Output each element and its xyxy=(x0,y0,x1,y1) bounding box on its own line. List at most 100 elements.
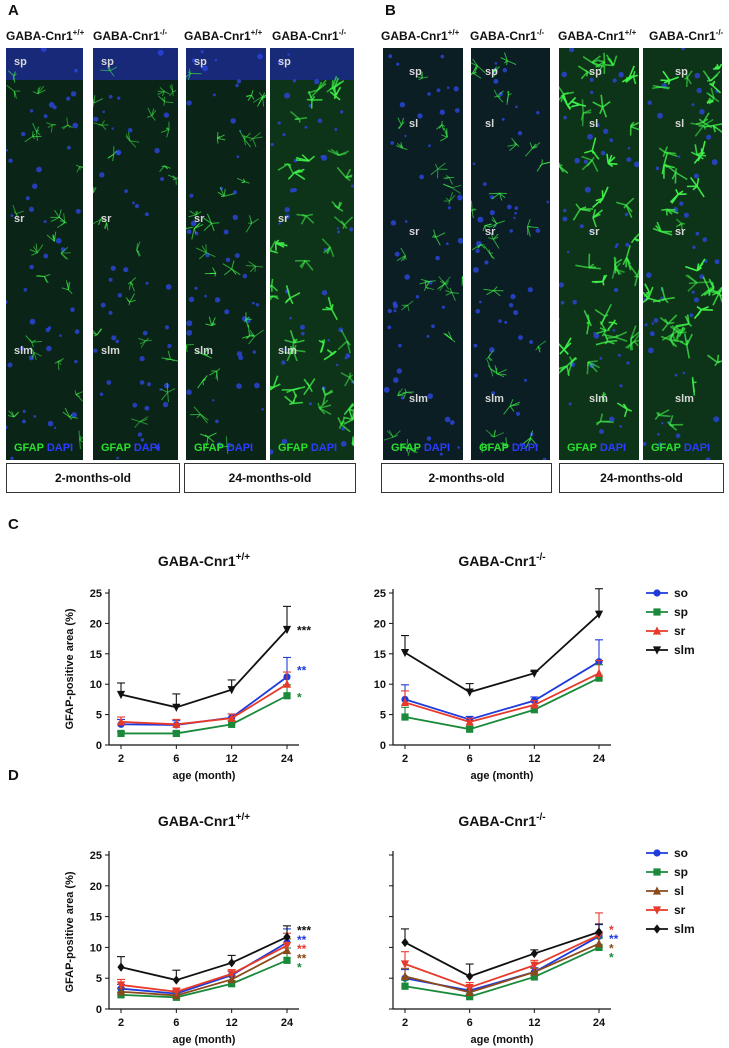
data-point xyxy=(530,948,538,959)
x-tick-label: 2 xyxy=(402,753,408,765)
x-axis-label: age (month) xyxy=(173,1034,236,1046)
series-line xyxy=(404,942,600,994)
series-line xyxy=(120,949,288,997)
layer-label-slm: slm xyxy=(485,393,504,405)
y-tick-label: 10 xyxy=(374,679,386,691)
significance-mark: *** xyxy=(297,623,311,637)
y-tick-label: 20 xyxy=(374,618,386,630)
stain-label: GFAP DAPI xyxy=(194,442,254,454)
x-axis-label: age (month) xyxy=(471,1034,534,1046)
data-point xyxy=(594,610,604,619)
data-point xyxy=(283,692,291,700)
layer-label-sr: sr xyxy=(101,213,112,225)
stain-label: GFAP DAPI xyxy=(651,442,711,454)
data-point xyxy=(116,981,126,990)
x-tick-label: 24 xyxy=(593,753,606,765)
significance-mark: * xyxy=(609,951,614,965)
significance-mark: ** xyxy=(297,933,307,947)
data-point xyxy=(652,646,662,655)
data-point xyxy=(652,906,662,915)
data-point xyxy=(465,688,474,697)
y-tick-label: 15 xyxy=(374,649,386,661)
fluorescence-texture xyxy=(6,48,83,460)
series-so xyxy=(117,656,291,729)
chart-title: GABA-Cnr1-/- xyxy=(458,552,545,569)
layer-label-sl: sl xyxy=(589,118,599,130)
fluorescence-texture xyxy=(471,48,550,460)
legend-item-sr: sr xyxy=(646,624,686,638)
data-point xyxy=(283,932,291,942)
layer-label-slm: slm xyxy=(589,393,608,405)
age-label-box: 2-months-old xyxy=(381,463,552,493)
series-line xyxy=(120,628,288,709)
chart-title: GABA-Cnr1-/- xyxy=(458,812,545,829)
fluorescence-texture xyxy=(270,48,354,460)
data-point xyxy=(172,988,181,997)
x-tick-label: 24 xyxy=(281,1017,294,1029)
data-point xyxy=(228,958,236,968)
column-title: GABA-Cnr1-/- xyxy=(272,28,347,43)
column-title: GABA-Cnr1+/+ xyxy=(381,28,460,43)
significance-mark: ** xyxy=(297,951,307,965)
micrograph-panel: sp sr slm GFAP DAPI xyxy=(186,48,266,460)
data-point xyxy=(400,960,410,969)
panel-label-b: B xyxy=(385,2,396,19)
significance-mark: *** xyxy=(297,924,311,938)
data-point xyxy=(653,608,661,616)
y-tick-label: 10 xyxy=(90,679,102,691)
data-point xyxy=(228,980,236,988)
stain-label: GFAP DAPI xyxy=(567,442,627,454)
data-point xyxy=(282,679,292,688)
layer-label-sp: sp xyxy=(409,66,422,78)
data-point xyxy=(401,937,409,948)
data-point xyxy=(172,719,181,728)
series-line xyxy=(404,613,600,694)
y-tick-label: 25 xyxy=(90,850,102,862)
legend-item-sp: sp xyxy=(646,865,688,879)
data-point xyxy=(466,971,474,981)
data-point xyxy=(116,717,126,726)
x-tick-label: 24 xyxy=(281,753,294,765)
data-point xyxy=(653,849,661,857)
data-point xyxy=(401,713,409,721)
y-tick-label: 20 xyxy=(90,881,102,893)
x-axis-label: age (month) xyxy=(173,770,236,782)
micrograph-panel: sp sr slm GFAP DAPI xyxy=(6,48,83,460)
legend-label: sr xyxy=(674,624,686,638)
series-line xyxy=(120,936,288,981)
data-point xyxy=(653,589,661,597)
micrograph-panel: sp sl sr slm GFAP DAPI xyxy=(559,48,639,460)
significance-mark: * xyxy=(297,690,302,704)
y-tick-label: 5 xyxy=(96,973,102,985)
x-axis-label: age (month) xyxy=(471,770,534,782)
series-line xyxy=(404,660,600,721)
column-title: GABA-Cnr1-/- xyxy=(93,28,168,43)
column-title: GABA-Cnr1+/+ xyxy=(558,28,637,43)
layer-label-sp: sp xyxy=(278,56,291,68)
data-point xyxy=(227,970,236,979)
stain-label: GFAP DAPI xyxy=(391,442,451,454)
data-point xyxy=(595,943,603,951)
data-point xyxy=(465,983,474,993)
x-tick-label: 6 xyxy=(173,1017,179,1029)
data-point xyxy=(652,886,662,895)
micrograph-panel: sp sl sr slm GFAP DAPI xyxy=(471,48,550,460)
fluorescence-texture xyxy=(186,48,266,460)
stain-label: GFAP DAPI xyxy=(101,442,161,454)
layer-label-sl: sl xyxy=(675,118,685,130)
fluorescence-texture xyxy=(559,48,639,460)
age-label-box: 2-months-old xyxy=(6,463,180,493)
x-tick-label: 6 xyxy=(467,1017,473,1029)
series-line xyxy=(120,959,288,999)
data-point xyxy=(595,927,603,937)
data-point xyxy=(227,713,236,722)
legend-label: sp xyxy=(674,605,688,619)
data-point xyxy=(466,725,474,733)
layer-label-sr: sr xyxy=(589,226,600,238)
layer-label-sl: sl xyxy=(485,118,495,130)
fluorescence-texture xyxy=(383,48,463,460)
panel-label-d: D xyxy=(8,767,19,784)
legend-item-sr: sr xyxy=(646,903,686,917)
data-point xyxy=(116,987,126,996)
